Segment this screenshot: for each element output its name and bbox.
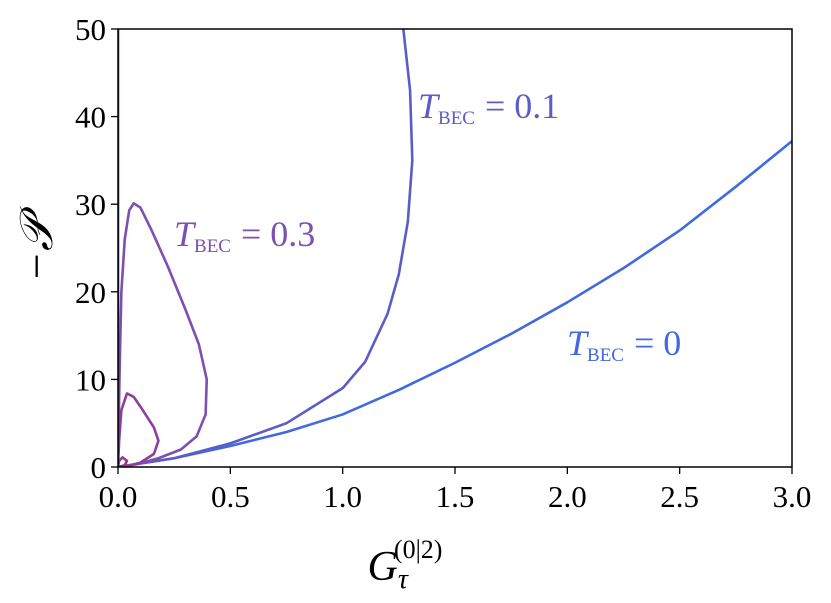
x-axis-label: Gτ(0|2) [368, 535, 443, 595]
y-tick-label: 30 [75, 187, 106, 222]
series-line [118, 456, 129, 467]
label-value: = 0.3 [241, 214, 315, 254]
x-tick-label: 0.5 [211, 479, 250, 514]
series-label: TBEC = 0.3 [174, 214, 315, 257]
label-subscript: BEC [438, 108, 475, 129]
x-label-sub: τ [398, 564, 409, 595]
y-tick-label: 10 [75, 362, 106, 397]
x-tick-label: 2.5 [660, 479, 699, 514]
plot-lines [118, 29, 792, 467]
y-tick-label: 50 [75, 12, 106, 47]
label-subscript: BEC [587, 345, 624, 366]
x-tick-label: 3.0 [773, 479, 812, 514]
series-line [118, 392, 160, 467]
label-value: = 0 [634, 323, 681, 363]
y-tick-label: 0 [91, 450, 107, 485]
x-label-base: G [368, 544, 398, 590]
y-tick-label: 20 [75, 275, 106, 310]
label-symbol: T [174, 214, 197, 254]
x-tick-label: 1.0 [323, 479, 362, 514]
x-label-sup: (0|2) [394, 535, 443, 564]
y-tick-label: 40 [75, 100, 106, 135]
y-axis-label: −𝒫 [11, 206, 62, 282]
series-line [118, 140, 792, 467]
label-symbol: T [567, 323, 590, 363]
series-label: TBEC = 0 [567, 323, 681, 366]
x-tick-label: 2.0 [548, 479, 587, 514]
series-line [118, 29, 414, 467]
x-tick-label: 0.0 [99, 479, 138, 514]
x-tick-label: 1.5 [436, 479, 475, 514]
series-line [118, 202, 209, 467]
series-label: TBEC = 0.1 [418, 86, 559, 129]
label-subscript: BEC [194, 236, 231, 257]
label-value: = 0.1 [485, 86, 559, 126]
label-symbol: T [418, 86, 441, 126]
